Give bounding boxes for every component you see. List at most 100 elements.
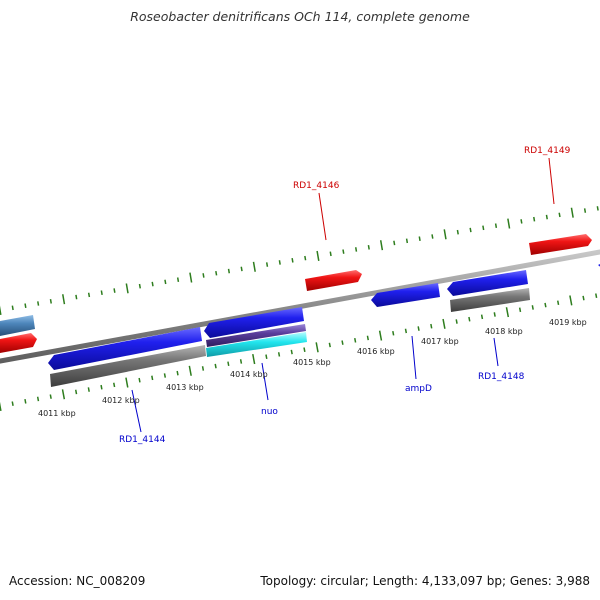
cds-feature-rd1-4144[interactable] bbox=[50, 345, 206, 387]
scale-tick bbox=[11, 401, 14, 406]
gene-rd1-4149-arrow[interactable] bbox=[529, 234, 592, 255]
gene-nuo-arrow[interactable] bbox=[204, 307, 304, 338]
other-feature-cyan[interactable] bbox=[206, 332, 307, 357]
scale-tick bbox=[316, 250, 320, 262]
scale-tick bbox=[291, 257, 294, 263]
scale-tick bbox=[49, 394, 52, 399]
scale-tick bbox=[469, 227, 472, 233]
scale-tick bbox=[417, 326, 420, 331]
scale-tick bbox=[404, 328, 408, 334]
scale-tick bbox=[494, 223, 498, 228]
scale-tick bbox=[277, 352, 281, 357]
scale-tick bbox=[265, 262, 269, 267]
scale-tick bbox=[214, 363, 217, 369]
scale-tick bbox=[75, 294, 78, 300]
gene-label-nuo[interactable]: nuo bbox=[261, 407, 278, 417]
gene-rd1-4146-arrow[interactable] bbox=[305, 270, 362, 291]
scale-label: 4012 kbp bbox=[102, 396, 140, 405]
scale-tick bbox=[36, 396, 40, 402]
label-line-rd1-4149 bbox=[548, 157, 555, 205]
scale-tick bbox=[533, 216, 536, 222]
scale-label: 4018 kbp bbox=[485, 327, 523, 336]
gene-ampd-arrow[interactable] bbox=[371, 283, 440, 307]
scale-tick bbox=[595, 293, 598, 299]
rna-gene-left[interactable] bbox=[0, 315, 35, 336]
genome-backbone bbox=[0, 249, 600, 364]
scale-tick bbox=[87, 387, 90, 392]
scale-tick bbox=[215, 270, 218, 276]
scale-tick bbox=[378, 330, 383, 341]
scale-tick bbox=[328, 342, 331, 348]
scale-tick bbox=[176, 277, 180, 283]
scale-tick bbox=[304, 255, 307, 261]
scale-tick bbox=[239, 359, 243, 364]
scale-label: 4015 kbp bbox=[293, 358, 331, 367]
scale-tick bbox=[418, 236, 421, 241]
scale-tick bbox=[61, 389, 66, 400]
topology-text: Topology: circular; Length: 4,133,097 bp… bbox=[260, 574, 590, 588]
scale-tick bbox=[505, 307, 510, 318]
label-line-nuo bbox=[261, 362, 269, 401]
scale-tick bbox=[138, 377, 141, 383]
scale-tick bbox=[138, 283, 141, 289]
cds-feature-rd1-4148[interactable] bbox=[450, 288, 530, 312]
gene-label-rd1-4146[interactable]: RD1_4146 bbox=[293, 181, 340, 191]
scale-tick bbox=[100, 290, 103, 295]
scale-tick bbox=[24, 303, 27, 308]
scale-tick bbox=[569, 295, 573, 306]
outer-tick-track bbox=[0, 206, 599, 316]
scale-tick bbox=[189, 272, 193, 283]
scale-tick bbox=[125, 377, 129, 388]
label-line-rd1-4144 bbox=[131, 389, 142, 433]
scale-tick bbox=[493, 312, 496, 317]
scale-tick bbox=[507, 218, 511, 229]
scale-tick bbox=[163, 373, 167, 378]
scale-label: 4011 kbp bbox=[38, 409, 76, 418]
scale-label: 4019 kbp bbox=[549, 318, 587, 327]
gene-rd1-4144-arrow[interactable] bbox=[48, 327, 202, 370]
scale-tick bbox=[151, 281, 154, 287]
scale-tick bbox=[341, 340, 344, 345]
scale-tick bbox=[596, 206, 599, 211]
gene-left-red-arrow[interactable] bbox=[0, 333, 37, 353]
scale-tick bbox=[201, 366, 205, 371]
gene-label-rd1-4149[interactable]: RD1_4149 bbox=[524, 146, 571, 156]
scale-tick bbox=[442, 318, 446, 329]
scale-tick bbox=[366, 335, 369, 341]
scale-tick bbox=[265, 354, 268, 360]
scale-tick bbox=[100, 384, 103, 390]
scale-tick bbox=[87, 292, 91, 298]
scale-tick bbox=[342, 249, 345, 254]
scale-tick bbox=[456, 229, 459, 235]
scale-tick bbox=[556, 300, 560, 306]
purple-feature[interactable] bbox=[206, 324, 306, 347]
scale-tick bbox=[329, 251, 332, 257]
gene-rd1-4148-arrow[interactable] bbox=[447, 270, 528, 296]
scale-tick bbox=[74, 389, 78, 395]
scale-tick bbox=[367, 245, 370, 250]
scale-label: 4016 kbp bbox=[357, 347, 395, 356]
scale-label: 4014 kbp bbox=[230, 370, 268, 379]
gene-label-rd1-4148[interactable]: RD1_4148 bbox=[478, 372, 525, 382]
scale-tick bbox=[151, 375, 154, 381]
gene-label-rd1-4144[interactable]: RD1_4144 bbox=[119, 435, 166, 445]
scale-tick bbox=[0, 305, 2, 316]
scale-tick bbox=[290, 349, 293, 355]
accession-text: Accession: NC_008209 bbox=[9, 574, 146, 588]
scale-tick bbox=[113, 288, 116, 293]
scale-tick bbox=[252, 354, 256, 365]
scale-tick bbox=[480, 314, 484, 320]
label-line-rd1-4146 bbox=[318, 192, 327, 241]
scale-label: 4017 kbp bbox=[421, 337, 459, 346]
scale-tick bbox=[62, 294, 66, 305]
scale-tick bbox=[558, 212, 561, 218]
gene-label-ampd[interactable]: ampD bbox=[405, 384, 432, 394]
scale-tick bbox=[202, 273, 205, 278]
scale-label: 4013 kbp bbox=[166, 383, 204, 392]
scale-tick bbox=[164, 279, 167, 285]
scale-tick bbox=[582, 295, 585, 301]
scale-tick bbox=[315, 342, 319, 353]
scale-tick bbox=[49, 299, 52, 304]
